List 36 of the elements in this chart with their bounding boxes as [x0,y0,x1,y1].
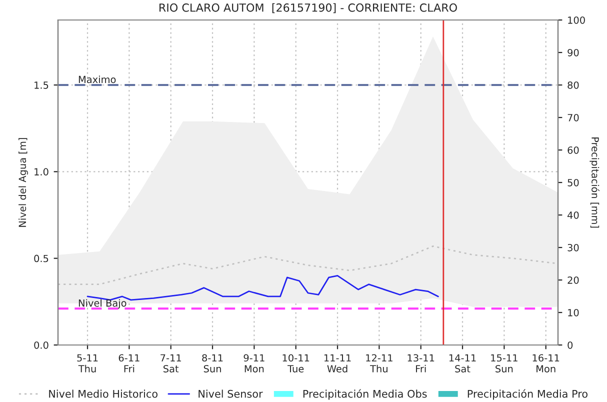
x-tick-label: 7-11 Sat [160,354,181,372]
x-tick-label: 9-11 Mon [244,354,264,372]
x-tick-label: 11-11 Wed [324,354,351,372]
y2-tick-label: 50 [568,178,579,186]
x-tick-label: 14-11 Sat [449,354,476,372]
y-tick-label: 0.0 [34,341,48,349]
ref-line-label: Nivel Bajo [78,299,126,309]
y2-tick-label: 60 [568,146,579,154]
y-tick-label: 1.0 [34,168,48,176]
y2-tick-label: 90 [568,48,579,56]
x-tick-label: 12-11 Thu [366,354,392,372]
legend-label: Nivel Medio Historico [49,390,158,398]
x-tick-label: 6-11 Fri [118,354,140,372]
y-axis-title: Nivel del Agua [m] [18,138,28,227]
legend-label: Precipitación Media Obs [303,389,427,400]
y2-tick-label: 30 [568,244,579,252]
legend-label: Precipitación Media Pro [468,389,588,400]
legend-label: Nivel Sensor [198,390,263,398]
y-tick-label: 0.5 [34,254,48,262]
y2-tick-label: 0 [568,341,573,349]
y2-tick-label: 80 [568,81,579,89]
x-tick-label: 8-11 Sun [202,354,223,372]
ref-line-label: Maximo [78,76,116,84]
x-tick-label: 13-11 Fri [408,354,434,372]
y2-tick-label: 40 [568,211,579,219]
y2-tick-label: 10 [568,308,579,316]
y-tick-label: 1.5 [34,82,48,89]
y2-tick-label: 70 [568,114,579,122]
x-tick-label: 15-11 Sun [491,354,518,372]
y2-tick-label: 20 [568,276,579,284]
y2-axis-title: Precipitación [mm] [590,137,600,228]
chart-title: RIO CLARO AUTOM [26157190] - CORRIENTE: CLARO [159,3,457,14]
x-tick-label: 16-11 Mon [532,354,560,372]
x-tick-label: 5-11 Thu [77,354,98,372]
y2-tick-label: 100 [568,16,585,24]
x-tick-label: 10-11 Tue [282,354,310,372]
